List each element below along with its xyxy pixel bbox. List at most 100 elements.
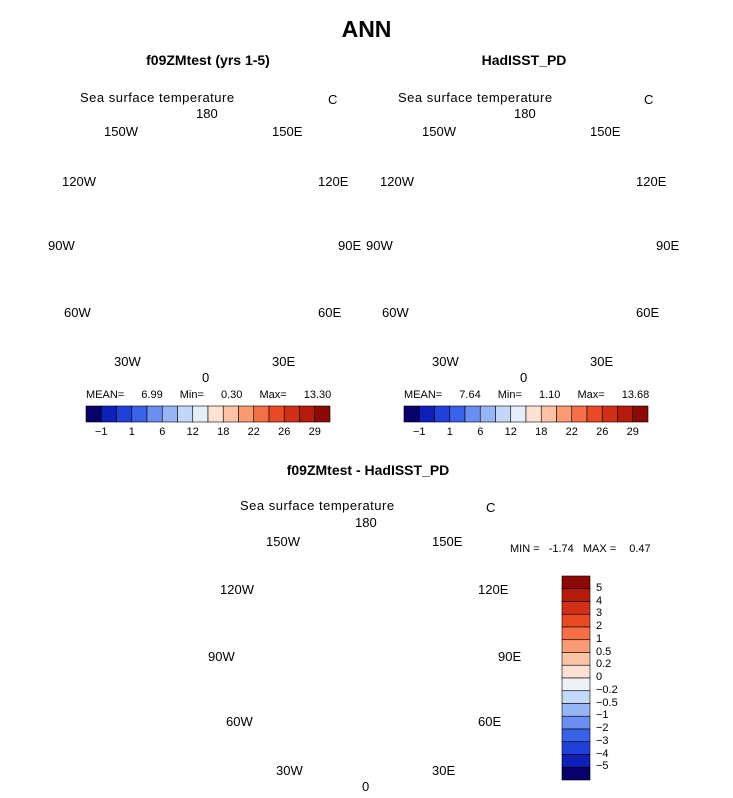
lon-label-30w: 30W <box>276 763 303 778</box>
colorbar-tick-label: 1 <box>596 632 603 645</box>
colorbar-swatch <box>85 405 102 423</box>
lon-label-60e: 60E <box>478 714 502 729</box>
colorbar-swatch <box>146 405 163 423</box>
colorbar-swatch <box>561 728 591 743</box>
colorbar-swatch <box>561 715 591 730</box>
max-label: MAX = <box>582 543 617 555</box>
colorbar-swatch <box>253 405 270 423</box>
colorbar-tick-label: −3 <box>596 734 609 747</box>
mean-label: MEAN= <box>86 389 125 401</box>
colorbar-tick-label: 12 <box>186 426 199 438</box>
lon-label-0: 0 <box>520 370 528 385</box>
stats-obs: MEAN= 7.64 Min= 1.10 Max= 13.68 <box>404 389 649 401</box>
colorbar-swatch <box>561 677 591 692</box>
colorbar-swatch <box>571 405 588 423</box>
lon-label-60w: 60W <box>226 714 253 729</box>
sst-fill <box>107 118 270 363</box>
max-value: 13.30 <box>303 389 332 401</box>
figure-title: ANN <box>341 16 392 42</box>
colorbar-tick-label: −0.2 <box>596 683 618 696</box>
coastlines <box>266 568 476 765</box>
map-border <box>82 117 334 369</box>
colorbar-swatch <box>561 703 591 717</box>
lon-label-30e: 30E <box>272 354 296 369</box>
units-label-diff: C <box>486 500 496 515</box>
lon-label-150e: 150E <box>272 124 303 139</box>
lon-label-30w: 30W <box>432 354 459 369</box>
colorbar-swatch <box>100 405 117 423</box>
lon-label-180: 180 <box>355 515 377 530</box>
colorbar-swatch <box>561 766 591 781</box>
lon-label-90w: 90W <box>208 649 235 664</box>
colorbar-tick-label: 1 <box>446 426 453 438</box>
colorbar-swatch <box>561 690 591 704</box>
colorbar-tick-label: 4 <box>596 594 603 607</box>
colorbar-model <box>85 405 331 423</box>
lon-label-90w: 90W <box>48 238 75 253</box>
colorbar-swatch <box>314 405 331 423</box>
lon-label-150e: 150E <box>590 124 621 139</box>
colorbar-swatch <box>268 405 285 423</box>
colorbar-swatch <box>207 405 224 423</box>
lon-label-60e: 60E <box>636 305 660 320</box>
colorbar-tick-label: 2 <box>596 620 603 632</box>
panel-title-diff: f09ZMtest - HadISST_PD <box>286 462 450 478</box>
colorbar-swatch <box>495 405 512 423</box>
stats-diff: MIN = -1.74 MAX = 0.47 <box>510 543 651 555</box>
colorbar-swatch <box>479 405 496 423</box>
colorbar-swatch <box>561 639 591 653</box>
colorbar-swatch <box>418 405 435 423</box>
colorbar-swatch <box>561 754 591 768</box>
colorbar-swatch <box>561 664 591 679</box>
colorbar-swatch <box>116 405 133 423</box>
colorbar-ticks-model: −1 1 6 12 18 22 26 29 <box>86 426 330 440</box>
colorbar-tick-label: −1 <box>596 709 609 722</box>
units-label-model: C <box>328 92 338 107</box>
max-value: 0.47 <box>629 543 651 555</box>
min-value: -1.74 <box>548 543 574 555</box>
colorbar-swatch <box>561 601 591 615</box>
lon-label-60w: 60W <box>64 305 91 320</box>
lon-label-30e: 30E <box>590 354 614 369</box>
min-label: Min= <box>179 389 204 401</box>
lon-label-150w: 150W <box>266 534 300 549</box>
colorbar-tick-label: 29 <box>626 426 639 438</box>
colorbar-tick-label: 22 <box>565 426 578 438</box>
lon-label-90w: 90W <box>366 238 393 253</box>
panel-title-model: f09ZMtest (yrs 1-5) <box>146 52 270 68</box>
map-border <box>242 528 494 780</box>
mean-value: 6.99 <box>141 389 163 401</box>
colorbar-tick-label: 18 <box>217 426 230 438</box>
max-label: Max= <box>577 389 605 401</box>
lon-label-120w: 120W <box>380 174 414 189</box>
colorbar-swatch <box>617 405 634 423</box>
colorbar-tick-label: 0.5 <box>596 645 612 658</box>
lon-label-90e: 90E <box>656 238 680 253</box>
colorbar-swatch <box>449 405 466 423</box>
max-label: Max= <box>259 389 287 401</box>
colorbar-swatch <box>586 405 603 423</box>
max-value: 13.68 <box>621 389 650 401</box>
lon-label-30e: 30E <box>432 763 456 778</box>
colorbar-tick-label: −1 <box>94 426 108 438</box>
colorbar-swatch <box>561 613 591 628</box>
colorbar-tick-label: 6 <box>477 426 484 438</box>
colorbar-tick-label: 0.2 <box>596 658 612 671</box>
colorbar-tick-label: 26 <box>596 426 609 438</box>
colorbar-tick-label: −2 <box>596 722 609 734</box>
colorbar-swatch <box>632 405 649 423</box>
colorbar-swatch <box>561 626 591 641</box>
min-label: Min= <box>497 389 522 401</box>
colorbar-tick-label: 18 <box>535 426 548 438</box>
colorbar-swatch <box>561 588 591 602</box>
colorbar-swatch <box>561 652 591 666</box>
mean-label: MEAN= <box>404 389 443 401</box>
colorbar-tick-label: 12 <box>504 426 517 438</box>
colorbar-obs <box>403 405 649 423</box>
colorbar-swatch <box>434 405 451 423</box>
colorbar-swatch <box>510 405 527 423</box>
lon-label-120w: 120W <box>62 174 96 189</box>
units-label-obs: C <box>644 92 654 107</box>
colorbar-swatch <box>177 405 194 423</box>
colorbar-swatch <box>540 405 557 423</box>
